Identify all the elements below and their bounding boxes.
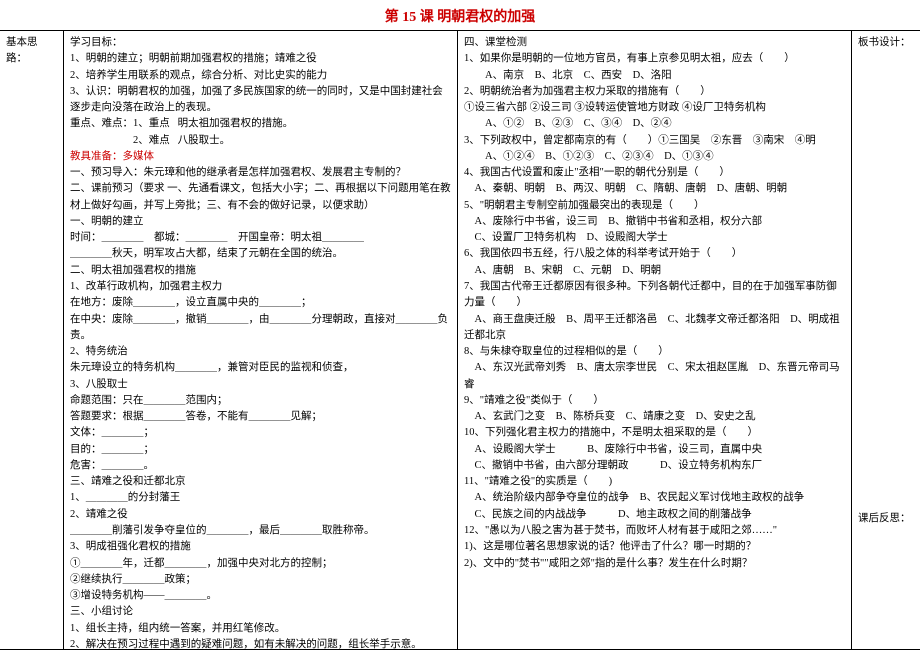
col-content-a: 学习目标： 1、明朝的建立；明朝前期加强君权的措施；靖难之役 2、培养学生用联系…: [64, 31, 458, 649]
q11: 11、"靖难之役"的实质是（ ): [464, 474, 845, 490]
q1o: A、南京 B、北京 C、西安 D、洛阳: [464, 68, 845, 84]
q12: 12、"愚以为八股之害为甚于焚书，而败坏人材有甚于咸阳之郊……": [464, 523, 845, 539]
s9: 在中央：废除＿＿＿＿，撤销＿＿＿＿，由＿＿＿＿分理朝政，直接对＿＿＿＿负责。: [70, 312, 451, 345]
s21: ＿＿＿＿削藩引发争夺皇位的＿＿＿＿，最后＿＿＿＿取胜称帝。: [70, 523, 451, 539]
q2o2: A、①② B、②③ C、③④ D、②④: [464, 116, 845, 132]
s28: 2、解决在预习过程中遇到的疑难问题，如有未解决的问题，组长举手示意。: [70, 637, 451, 649]
s7: 1、改革行政机构，加强君主权力: [70, 279, 451, 295]
q5: 5、"明朝君主专制空前加强最突出的表现是（ ）: [464, 198, 845, 214]
s19: 1、＿＿＿＿的分封藩王: [70, 490, 451, 506]
s14: 答题要求：根据＿＿＿＿答卷，不能有＿＿＿＿见解；: [70, 409, 451, 425]
q12a: 1)、这是哪位著名思想家说的话？他评击了什么？哪一时期的？: [464, 539, 845, 555]
s27: 1、组长主持，组内统一答案，并用红笔修改。: [70, 621, 451, 637]
s10: 2、特务统治: [70, 344, 451, 360]
col-content-b: 四、课堂检测 1、如果你是明朝的一位地方官员，有事上京参见明太祖，应去（ ） A…: [458, 31, 852, 649]
q10: 10、下列强化君主权力的措施中，不是明太祖采取的是（ ）: [464, 425, 845, 441]
main-table: 基本思路： 学习目标： 1、明朝的建立；明朝前期加强君权的措施；靖难之役 2、培…: [0, 30, 920, 650]
q8: 8、与朱棣夺取皇位的过程相似的是（ ）: [464, 344, 845, 360]
s24: ②继续执行＿＿＿＿政策；: [70, 572, 451, 588]
q6o: A、唐朝 B、宋朝 C、元朝 D、明朝: [464, 263, 845, 279]
label-basic: 基本思路：: [6, 37, 38, 64]
col-basic-思路: 基本思路：: [0, 31, 64, 649]
s26: 三、小组讨论: [70, 604, 451, 620]
objectives-header: 学习目标：: [70, 35, 451, 51]
obj-2: 2、培养学生用联系的观点，综合分析、对比史实的能力: [70, 68, 451, 84]
s2: 二、课前预习（要求 一、先通看课文，包括大小字；二、再根据以下问题用笔在教材上做…: [70, 181, 451, 214]
s8: 在地方：废除＿＿＿＿，设立直属中央的＿＿＿＿；: [70, 295, 451, 311]
obj-3: 3、认识：明朝君权的加强，加强了多民族国家的统一的同时，又是中国封建社会逐步走向…: [70, 84, 451, 117]
q10o2: C、撤销中书省，由六部分理朝政 D、设立特务机构东厂: [464, 458, 845, 474]
label-reflection: 课后反思：: [858, 511, 911, 527]
q5o2: C、设置厂卫特务机构 D、设殿阁大学士: [464, 230, 845, 246]
q5o: A、废除行中书省，设三司 B、撤销中书省和丞相，权分六部: [464, 214, 845, 230]
s22: 3、明成祖强化君权的措施: [70, 539, 451, 555]
q11o1: A、统治阶级内部争夺皇位的战争 B、农民起义军讨伐地主政权的战争: [464, 490, 845, 506]
s15: 文体：＿＿＿＿；: [70, 425, 451, 441]
s23: ①＿＿＿＿年，迁都＿＿＿＿，加强中央对北方的控制；: [70, 556, 451, 572]
q3o: A、①②④ B、①②③ C、②③④ D、①③④: [464, 149, 845, 165]
q10o1: A、设殿阁大学士 B、废除行中书省，设三司，直属中央: [464, 442, 845, 458]
q2: 2、明朝统治者为加强君主权力采取的措施有（ ）: [464, 84, 845, 100]
s6: 二、明太祖加强君权的措施: [70, 263, 451, 279]
q12b: 2)、文中的"焚书""咸阳之郊"指的是什么事？发生在什么时期？: [464, 556, 845, 572]
s18: 三、靖难之役和迁都北京: [70, 474, 451, 490]
q7: 7、我国古代帝王迁都原因有很多种。下列各朝代迁都中，目的在于加强军事防御力量（ …: [464, 279, 845, 312]
s5: ＿＿＿＿秋天，明军攻占大都，结束了元朝在全国的统治。: [70, 246, 451, 262]
q4o: A、秦朝、明朝 B、两汉、明朝 C、隋朝、唐朝 D、唐朝、明朝: [464, 181, 845, 197]
keypoint: 重点、难点：1、重点 明太祖加强君权的措施。: [70, 116, 451, 132]
tools: 教具准备：多媒体: [70, 149, 451, 165]
q8o: A、东汉光武帝刘秀 B、唐太宗李世民 C、宋太祖赵匡胤 D、东晋元帝司马睿: [464, 360, 845, 393]
q7o: A、商王盘庚迁殷 B、周平王迁都洛邑 C、北魏孝文帝迁都洛阳 D、明成祖迁都北京: [464, 312, 845, 345]
page-title: 第 15 课 明朝君权的加强: [0, 0, 920, 30]
q9o: A、玄武门之变 B、陈桥兵变 C、靖康之变 D、安史之乱: [464, 409, 845, 425]
col-board: 板书设计： 课后反思：: [852, 31, 920, 649]
q4: 4、我国古代设置和废止"丞相"一职的朝代分别是（ ）: [464, 165, 845, 181]
s25: ③增设特务机构——＿＿＿＿。: [70, 588, 451, 604]
q2o1: ①设三省六部 ②设三司 ③设转运使管地方财政 ④设厂卫特务机构: [464, 100, 845, 116]
q1: 1、如果你是明朝的一位地方官员，有事上京参见明太祖，应去（ ）: [464, 51, 845, 67]
s1: 一、预习导入：朱元璋和他的继承者是怎样加强君权、发展君主专制的？: [70, 165, 451, 181]
s13: 命题范围：只在＿＿＿＿范围内；: [70, 393, 451, 409]
keypoint2: 2、难点 八股取士。: [70, 133, 451, 149]
s16: 目的：＿＿＿＿；: [70, 442, 451, 458]
s17: 危害：＿＿＿＿。: [70, 458, 451, 474]
s3: 一、明朝的建立: [70, 214, 451, 230]
section4-header: 四、课堂检测: [464, 35, 845, 51]
s11: 朱元璋设立的特务机构＿＿＿＿，兼管对臣民的监视和侦查，: [70, 360, 451, 376]
obj-1: 1、明朝的建立；明朝前期加强君权的措施；靖难之役: [70, 51, 451, 67]
q9: 9、"靖难之役"类似于（ ）: [464, 393, 845, 409]
s12: 3、八股取士: [70, 377, 451, 393]
s20: 2、靖难之役: [70, 507, 451, 523]
q11o2: C、民族之间的内战战争 D、地主政权之间的削藩战争: [464, 507, 845, 523]
s4: 时间：＿＿＿＿ 都城：＿＿＿＿ 开国皇帝：明太祖＿＿＿＿: [70, 230, 451, 246]
q3: 3、下列政权中，曾定都南京的有（ ）①三国吴 ②东晋 ③南宋 ④明: [464, 133, 845, 149]
q6: 6、我国依四书五经，行八股之体的科举考试开始于（ ）: [464, 246, 845, 262]
label-board: 板书设计：: [858, 37, 911, 48]
